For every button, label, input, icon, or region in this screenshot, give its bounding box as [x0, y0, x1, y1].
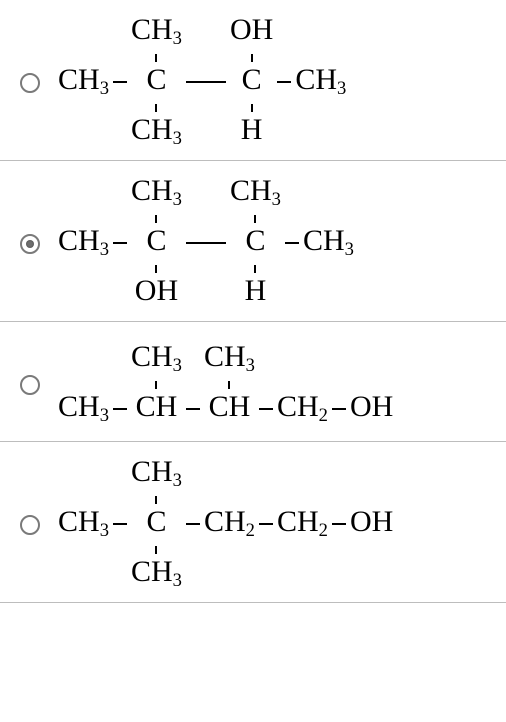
vertical-bond [155, 54, 157, 62]
vertical-bond [155, 381, 157, 389]
sub-bot-1: CH3 [131, 114, 182, 146]
main-3: CH [204, 391, 255, 423]
sub-top-2: OH [230, 14, 273, 46]
bond [257, 506, 275, 538]
vertical-bond [155, 546, 157, 554]
main-3: CH2 [204, 506, 255, 538]
option-row: CH3 CH3 C CH2 CH2 OH CH3 [0, 442, 506, 603]
structure-cell: CH3 OH CH3 C C CH3 CH3 [52, 12, 496, 148]
main-2: CH [131, 391, 182, 423]
radio-cell [8, 67, 52, 93]
vertical-bond [155, 215, 157, 223]
bond [111, 391, 129, 423]
main-3: C [230, 64, 273, 96]
sub-top-2: CH3 [230, 175, 281, 207]
bond [283, 225, 301, 257]
main-4: CH3 [295, 64, 346, 96]
vertical-bond [155, 104, 157, 112]
vertical-bond [155, 265, 157, 273]
radio-button[interactable] [20, 375, 40, 395]
radio-button[interactable] [20, 515, 40, 535]
structure-cell: CH3 CH3 CH3 C C CH3 OH [52, 173, 496, 309]
bond [111, 506, 129, 538]
sub-top-1: CH3 [131, 14, 182, 46]
structure-cell: CH3 CH3 C CH2 CH2 OH CH3 [52, 454, 496, 590]
bond [111, 64, 129, 96]
vertical-bond [251, 54, 253, 62]
bond [184, 225, 228, 257]
main-3: C [230, 225, 281, 257]
radio-button[interactable] [20, 73, 40, 93]
sub-top-1: CH3 [131, 456, 182, 488]
main-1: CH3 [58, 225, 109, 257]
bond [330, 391, 348, 423]
vertical-bond [254, 215, 256, 223]
vertical-bond [155, 496, 157, 504]
vertical-bond [251, 104, 253, 112]
main-5: OH [350, 391, 393, 423]
main-5: OH [350, 506, 393, 538]
radio-button[interactable] [20, 234, 40, 254]
main-4: CH3 [303, 225, 354, 257]
bond [330, 506, 348, 538]
sub-top-1: CH3 [131, 341, 182, 373]
structure: CH3 CH3 CH3 CH CH CH2 OH [56, 339, 395, 425]
structure: CH3 CH3 C CH2 CH2 OH CH3 [56, 454, 395, 590]
bond [184, 391, 202, 423]
vertical-bond [228, 381, 230, 389]
main-2: C [131, 64, 182, 96]
option-row: CH3 OH CH3 C C CH3 CH3 [0, 0, 506, 161]
main-2: C [131, 506, 182, 538]
main-1: CH3 [58, 64, 109, 96]
bond [184, 506, 202, 538]
bond [184, 64, 228, 96]
sub-top-1: CH3 [131, 175, 182, 207]
radio-cell [8, 509, 52, 535]
option-row: CH3 CH3 CH3 C C CH3 OH [0, 161, 506, 322]
radio-cell [8, 228, 52, 254]
structure: CH3 OH CH3 C C CH3 CH3 [56, 12, 348, 148]
sub-bot-1: CH3 [131, 556, 182, 588]
bond [257, 391, 275, 423]
sub-bot-2: H [230, 114, 273, 146]
sub-top-2: CH3 [204, 341, 255, 373]
structure-cell: CH3 CH3 CH3 CH CH CH2 OH [52, 339, 496, 425]
main-1: CH3 [58, 391, 109, 423]
vertical-bond [254, 265, 256, 273]
main-2: C [131, 225, 182, 257]
radio-cell [8, 369, 52, 395]
bond [111, 225, 129, 257]
option-row: CH3 CH3 CH3 CH CH CH2 OH [0, 322, 506, 442]
sub-bot-2: H [230, 275, 281, 307]
structure: CH3 CH3 CH3 C C CH3 OH [56, 173, 356, 309]
bond [275, 64, 293, 96]
main-1: CH3 [58, 506, 109, 538]
main-4: CH2 [277, 391, 328, 423]
sub-bot-1: OH [131, 275, 182, 307]
main-4: CH2 [277, 506, 328, 538]
